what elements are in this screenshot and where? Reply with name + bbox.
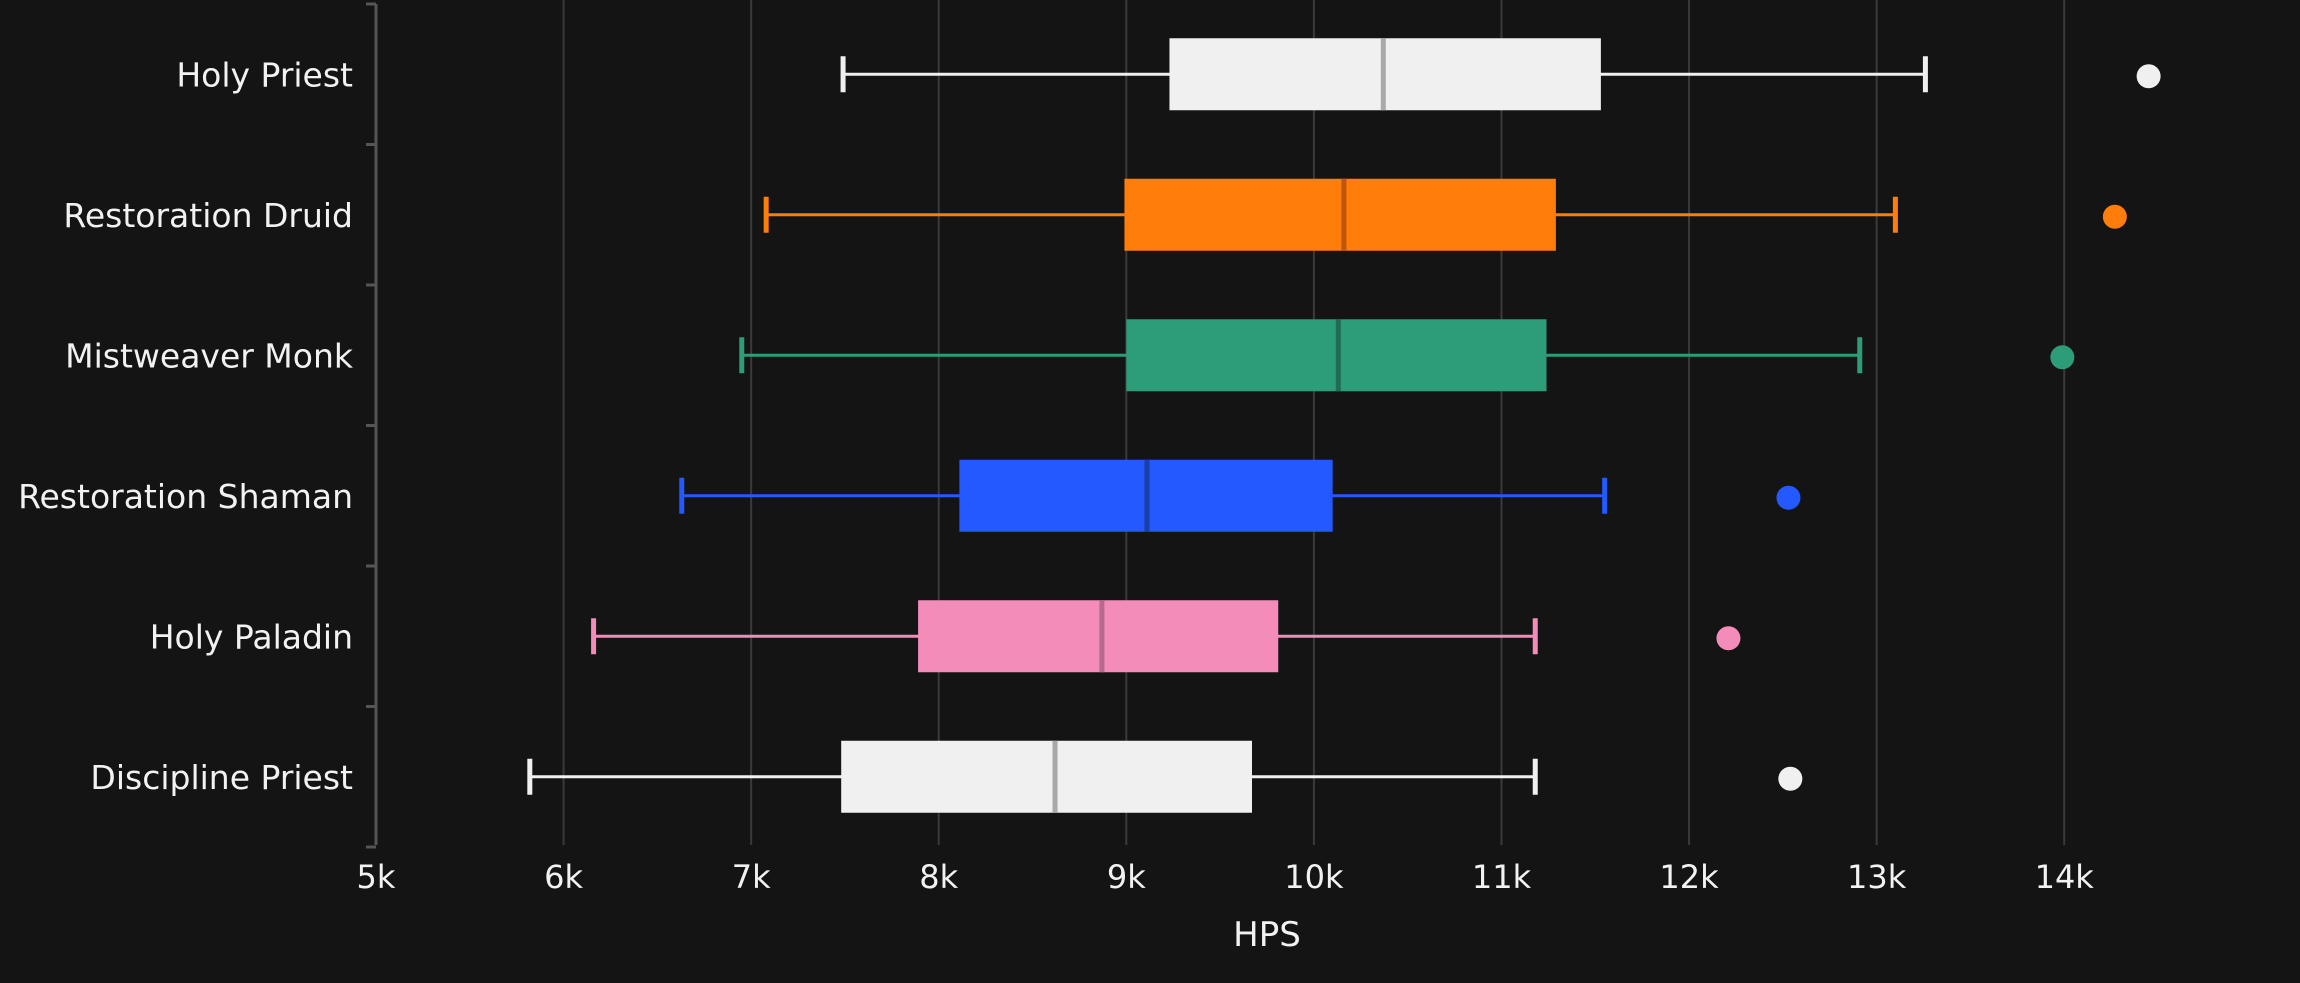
x-tick-label: 7k	[732, 858, 771, 896]
x-tick-label: 8k	[919, 858, 958, 896]
x-tick-label: 5k	[357, 858, 396, 896]
outlier-point	[2102, 204, 2127, 229]
box-group	[763, 178, 2127, 251]
box-group	[840, 38, 2161, 111]
x-tick-label: 13k	[1847, 858, 1907, 896]
outlier-point	[2050, 345, 2075, 370]
outlier-point	[1778, 766, 1803, 791]
box-group	[679, 459, 1801, 532]
iqr-box	[841, 740, 1252, 813]
outlier-point	[2136, 64, 2161, 89]
category-label: Restoration Druid	[63, 196, 353, 235]
x-tick-label: 9k	[1107, 858, 1146, 896]
category-label: Discipline Priest	[90, 758, 353, 797]
grid-lines	[562, 0, 2066, 845]
box-group	[527, 740, 1803, 813]
x-tick-label: 6k	[544, 858, 583, 896]
box-group	[739, 319, 2075, 392]
outlier-point	[1776, 485, 1801, 510]
outlier-point	[1716, 626, 1741, 651]
x-tick-labels: 5k 6k 7k 8k 9k 10k 11k 12k 13k 14k	[357, 858, 2095, 896]
x-tick-label: 14k	[2035, 858, 2095, 896]
iqr-box	[1124, 178, 1556, 251]
x-tick-label: 12k	[1659, 858, 1719, 896]
iqr-box	[918, 600, 1279, 673]
category-label: Holy Paladin	[150, 617, 353, 656]
x-tick-label: 11k	[1472, 858, 1532, 896]
category-label: Restoration Shaman	[18, 477, 353, 516]
category-label: Mistweaver Monk	[65, 336, 354, 375]
category-label: Holy Priest	[176, 55, 353, 94]
box-group	[591, 600, 1741, 673]
category-labels: Holy Priest Restoration Druid Mistweaver M…	[18, 55, 354, 797]
axes	[366, 2, 378, 849]
x-axis-title: HPS	[1233, 915, 1301, 955]
x-tick-label: 10k	[1284, 858, 1344, 896]
boxes	[527, 38, 2161, 813]
